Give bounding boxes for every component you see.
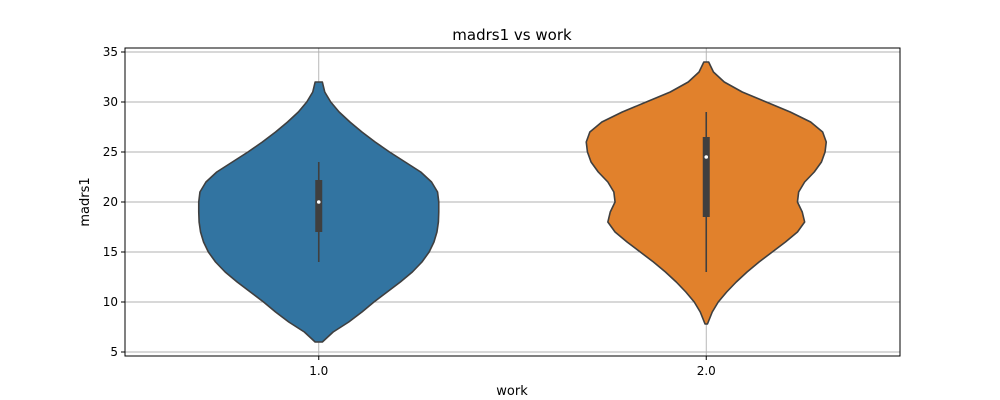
violin-iqr-box	[315, 180, 323, 232]
violin-iqr-box	[702, 137, 710, 217]
y-tick-label: 35	[103, 45, 118, 59]
plot-frame	[124, 47, 901, 357]
axis-layer: 5 10 15 20 25 30 35 1.0 2.0	[103, 45, 901, 378]
violin-median-point	[316, 200, 321, 204]
y-tick-label: 25	[103, 145, 118, 159]
x-tick-label: 1.0	[309, 364, 328, 378]
x-tick-label: 2.0	[697, 364, 716, 378]
y-tick-label: 10	[103, 295, 118, 309]
y-tick-label: 20	[103, 195, 118, 209]
chart-title: madrs1 vs work	[452, 26, 572, 44]
y-tick-label: 15	[103, 245, 118, 259]
y-tick-label: 30	[103, 95, 118, 109]
y-tick-label: 5	[110, 345, 118, 359]
violin-layer	[197, 61, 828, 343]
y-axis-label: madrs1	[78, 177, 93, 226]
x-axis-label: work	[496, 384, 528, 399]
violin-median-point	[704, 155, 709, 159]
